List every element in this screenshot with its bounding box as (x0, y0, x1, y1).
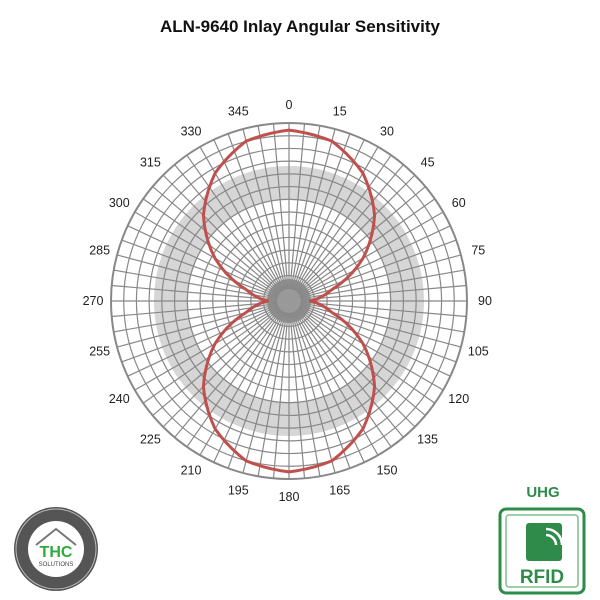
grid-spoke (111, 301, 278, 318)
grid-spoke (127, 305, 279, 377)
angle-tick-label: 105 (468, 345, 489, 359)
grid-spoke (242, 312, 287, 474)
grid-spoke (134, 211, 279, 296)
grid-spoke (299, 211, 444, 296)
angle-tick-label: 330 (181, 124, 202, 138)
grid-spoke (272, 312, 289, 479)
grid-spoke (213, 139, 285, 291)
grid-spoke (152, 308, 281, 416)
angle-tick-label: 270 (83, 294, 104, 308)
grid-spoke (297, 174, 416, 293)
grid-spoke (127, 225, 279, 297)
grid-spoke (174, 164, 282, 293)
svg-text:SOLUTIONS: SOLUTIONS (39, 562, 74, 568)
angle-tick-label: 300 (109, 196, 130, 210)
angle-tick-label: 45 (421, 155, 435, 169)
grid-spoke (186, 310, 283, 448)
angle-tick-label: 150 (377, 464, 398, 478)
grid-spoke (186, 154, 283, 292)
grid-spoke (289, 123, 306, 290)
grid-spoke (111, 284, 278, 301)
grid-spoke (199, 146, 284, 291)
grid-spoke (199, 311, 284, 456)
thc-solutions-logo: THC SOLUTIONS (14, 507, 98, 591)
angle-tick-label: 60 (452, 196, 466, 210)
grid-spoke (213, 311, 285, 463)
angle-tick-label: 315 (140, 155, 161, 169)
grid-spoke (116, 254, 278, 299)
angle-tick-label: 15 (333, 105, 347, 119)
angle-tick-label: 0 (286, 98, 293, 112)
grid-spoke (152, 186, 281, 294)
grid-spoke (294, 146, 379, 291)
angle-tick-label: 90 (478, 294, 492, 308)
grid-spoke (295, 154, 392, 292)
angle-tick-label: 165 (329, 483, 350, 497)
grid-spoke (290, 125, 321, 290)
grid-spoke (296, 309, 404, 438)
grid-spoke (296, 164, 404, 293)
angle-tick-label: 135 (417, 433, 438, 447)
grid-spoke (162, 309, 281, 428)
angle-tick-label: 75 (471, 243, 485, 257)
grid-spoke (257, 125, 288, 290)
grid-spoke (299, 306, 444, 391)
grid-spoke (300, 284, 467, 301)
grid-spoke (134, 306, 279, 391)
grid-spoke (300, 254, 462, 299)
angle-tick-label: 225 (140, 433, 161, 447)
chart-title: ALN-9640 Inlay Angular Sensitivity (160, 17, 440, 36)
grid-spoke (227, 133, 286, 290)
grid-spoke (162, 174, 281, 293)
grid-spoke (292, 133, 351, 290)
grid-spoke (121, 304, 278, 363)
grid-spoke (290, 312, 321, 477)
grid-spoke (116, 303, 278, 348)
grid-spoke (121, 239, 278, 298)
grid-spoke (242, 128, 287, 290)
grid-spoke (291, 128, 336, 290)
grid-spoke (292, 312, 351, 469)
angle-tick-label: 255 (89, 345, 110, 359)
grid-spoke (297, 308, 426, 416)
grid-spoke (300, 303, 462, 348)
grid-spoke (294, 311, 379, 456)
grid-spoke (293, 311, 365, 463)
svg-text:RFID: RFID (520, 567, 564, 588)
grid-spoke (272, 123, 289, 290)
grid-spoke (299, 305, 451, 377)
grid-spoke (257, 312, 288, 477)
svg-text:THC: THC (40, 544, 73, 561)
angle-tick-label: 345 (228, 105, 249, 119)
angle-tick-label: 180 (279, 490, 300, 504)
grid-spoke (300, 239, 457, 298)
grid-spoke (293, 139, 365, 291)
grid-spoke (295, 310, 392, 448)
angle-tick-label: 285 (89, 243, 110, 257)
grid-spoke (297, 186, 426, 294)
grid-spoke (300, 301, 467, 318)
grid-spoke (227, 312, 286, 469)
uhg-label: UHG (526, 484, 560, 501)
grid-spoke (299, 225, 451, 297)
grid-spoke (174, 309, 282, 438)
angle-tick-label: 120 (448, 392, 469, 406)
rfid-logo: RFID (498, 507, 586, 595)
grid-spoke (297, 309, 416, 428)
angle-tick-label: 240 (109, 392, 130, 406)
grid-spoke (289, 312, 306, 479)
angle-tick-label: 195 (228, 483, 249, 497)
angle-tick-label: 30 (380, 124, 394, 138)
grid-spoke (291, 312, 336, 474)
grid-spoke (300, 304, 457, 363)
angle-tick-label: 210 (181, 464, 202, 478)
